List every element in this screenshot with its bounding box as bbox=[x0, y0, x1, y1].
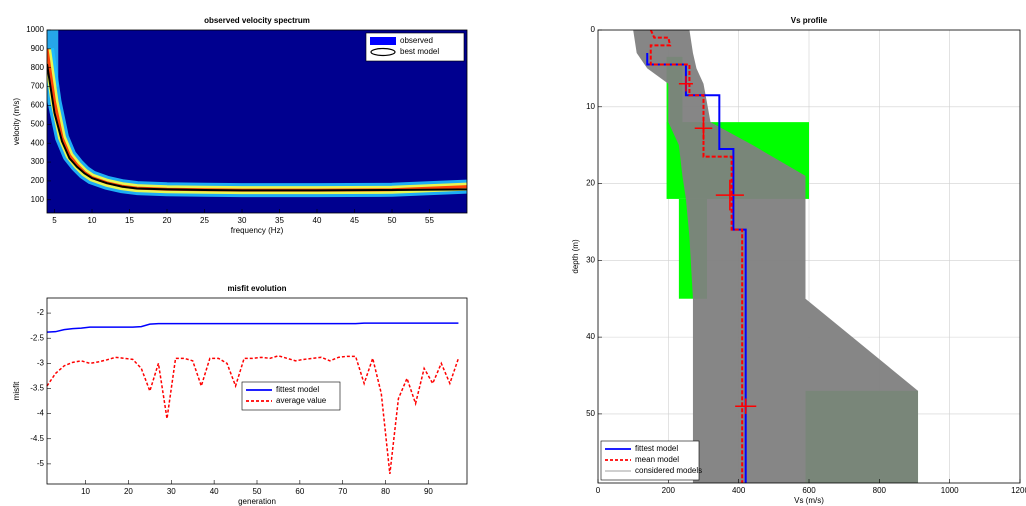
x-tick-label: 50 bbox=[253, 487, 262, 496]
y-tick-label: -2 bbox=[37, 308, 45, 317]
x-tick-label: 55 bbox=[425, 216, 434, 225]
axes-frame bbox=[46, 29, 468, 214]
y-tick-label: -3.5 bbox=[30, 384, 44, 393]
x-tick-label: 35 bbox=[275, 216, 284, 225]
legend-label: observed bbox=[400, 36, 433, 45]
x-tick-label: 30 bbox=[167, 487, 176, 496]
y-tick-label: 700 bbox=[31, 82, 45, 91]
x-tick-label: 45 bbox=[350, 216, 359, 225]
series-line bbox=[46, 322, 459, 333]
y-tick-label: -2.5 bbox=[30, 333, 44, 342]
x-tick-label: 400 bbox=[732, 486, 746, 495]
x-tick-label: 60 bbox=[295, 487, 304, 496]
y-tick-label: 30 bbox=[586, 255, 595, 264]
y-tick-label: 40 bbox=[586, 332, 595, 341]
y-tick-label: -3 bbox=[37, 358, 45, 367]
chart-title: observed velocity spectrum bbox=[204, 16, 310, 25]
x-tick-label: 10 bbox=[88, 216, 97, 225]
legend-label: fittest model bbox=[635, 444, 678, 453]
chart-title: Vs profile bbox=[791, 16, 828, 25]
x-tick-label: 40 bbox=[210, 487, 219, 496]
y-tick-label: 0 bbox=[591, 25, 596, 34]
y-tick-label: 20 bbox=[586, 179, 595, 188]
y-tick-label: 500 bbox=[31, 119, 45, 128]
legend: fittest model mean model considered models bbox=[600, 440, 702, 481]
legend-label: mean model bbox=[635, 455, 679, 464]
legend-label: average value bbox=[276, 396, 327, 405]
x-tick-label: 40 bbox=[313, 216, 322, 225]
x-axis-label: Vs (m/s) bbox=[794, 496, 824, 505]
chart-line: 10 20 30 40 50 60 70 80 90 -5 -4.5 -4 -3.5 -3 -2.5 -2 mi… bbox=[12, 284, 468, 506]
x-axis-label: frequency (Hz) bbox=[231, 226, 284, 235]
x-tick-label: 25 bbox=[200, 216, 209, 225]
x-tick-label: 20 bbox=[163, 216, 172, 225]
x-tick-label: 1000 bbox=[941, 486, 959, 495]
legend-swatch bbox=[370, 37, 396, 45]
y-axis-label: misfit bbox=[12, 381, 21, 400]
x-tick-label: 90 bbox=[424, 487, 433, 496]
best-model-curve bbox=[47, 63, 467, 192]
legend-label: considered models bbox=[635, 466, 702, 475]
y-tick-label: 900 bbox=[31, 44, 45, 53]
y-axis-label: velocity (m/s) bbox=[12, 98, 21, 145]
x-tick-label: 70 bbox=[338, 487, 347, 496]
x-tick-label: 0 bbox=[596, 486, 601, 495]
y-axis-label: depth (m) bbox=[571, 239, 580, 274]
chart-spectrum: 5 10 15 20 25 30 35 40 45 50 55 100 200 300 400 500 600 7… bbox=[12, 16, 468, 235]
x-tick-label: 600 bbox=[802, 486, 816, 495]
y-tick-label: 10 bbox=[586, 102, 595, 111]
y-tick-label: -4.5 bbox=[30, 434, 44, 443]
y-tick-label: -5 bbox=[37, 459, 45, 468]
legend: fittest model average value bbox=[241, 381, 341, 411]
x-tick-label: 800 bbox=[873, 486, 887, 495]
plot-area bbox=[598, 30, 1020, 483]
y-tick-label: 300 bbox=[31, 157, 45, 166]
legend-box bbox=[241, 381, 341, 411]
legend-label: best model bbox=[400, 47, 439, 56]
chart-title: misfit evolution bbox=[227, 284, 286, 293]
y-tick-label: 400 bbox=[31, 138, 45, 147]
x-tick-label: 80 bbox=[381, 487, 390, 496]
x-axis-label: generation bbox=[238, 497, 276, 506]
x-tick-label: 20 bbox=[124, 487, 133, 496]
x-tick-label: 200 bbox=[662, 486, 676, 495]
x-tick-label: 30 bbox=[238, 216, 247, 225]
y-tick-label: 200 bbox=[31, 176, 45, 185]
series-line bbox=[46, 355, 460, 475]
x-tick-label: 10 bbox=[81, 487, 90, 496]
profile-line bbox=[649, 30, 744, 483]
y-tick-label: -4 bbox=[37, 409, 45, 418]
x-tick-label: 50 bbox=[388, 216, 397, 225]
y-tick-label: 50 bbox=[586, 409, 595, 418]
x-tick-label: 5 bbox=[52, 216, 57, 225]
legend-swatch bbox=[370, 47, 396, 57]
legend: observed best model bbox=[365, 32, 465, 62]
y-tick-label: 600 bbox=[31, 101, 45, 110]
x-tick-label: 15 bbox=[125, 216, 134, 225]
y-tick-label: 800 bbox=[31, 63, 45, 72]
y-tick-label: 1000 bbox=[26, 25, 44, 34]
y-tick-label: 100 bbox=[31, 195, 45, 204]
legend-label: fittest model bbox=[276, 385, 319, 394]
